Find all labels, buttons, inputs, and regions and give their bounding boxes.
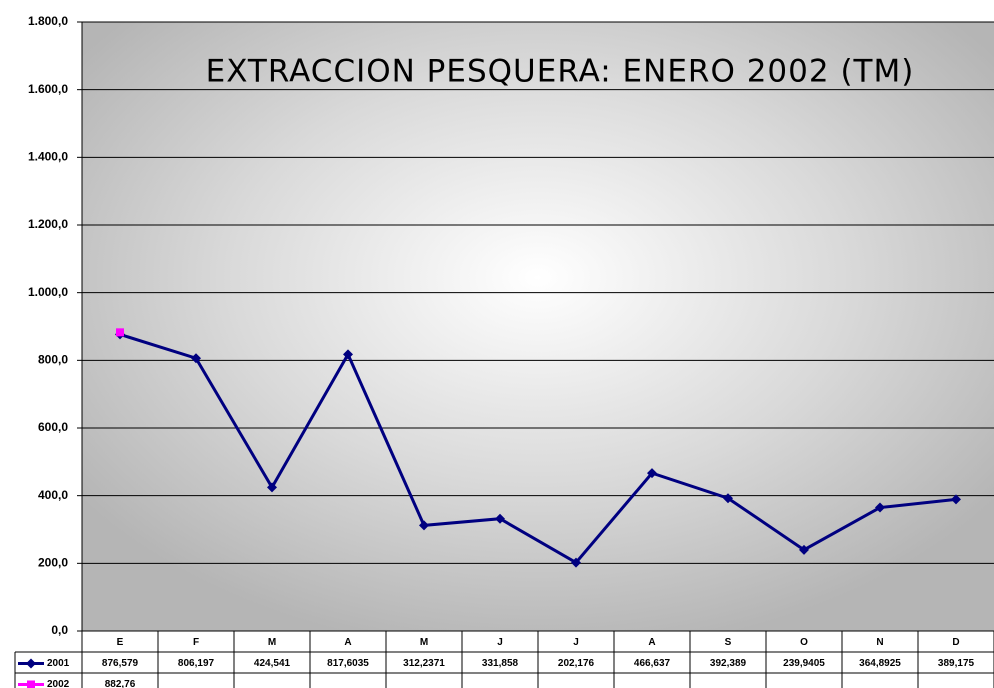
table-value: 817,6035 [327, 658, 369, 669]
marker [267, 482, 277, 493]
y-tick-label: 1.200,0 [28, 217, 68, 231]
x-tick-label: J [573, 637, 579, 648]
table-value: 312,2371 [403, 658, 445, 669]
table-value: 466,637 [634, 658, 671, 669]
marker [647, 468, 657, 479]
table-value: 876,579 [102, 658, 139, 669]
x-tick-label: F [193, 637, 199, 648]
y-tick-label: 200,0 [38, 556, 68, 570]
x-tick-label: O [800, 637, 808, 648]
marker [875, 502, 885, 513]
marker [27, 680, 35, 688]
y-tick-label: 1.400,0 [28, 150, 68, 164]
x-tick-label: A [344, 637, 351, 648]
table-value: 364,8925 [859, 658, 901, 669]
legend-label: 2001 [47, 658, 70, 669]
marker [799, 544, 809, 555]
y-tick-label: 1.600,0 [28, 82, 68, 96]
x-tick-label: M [268, 637, 276, 648]
marker [26, 658, 36, 669]
y-tick-label: 600,0 [38, 420, 68, 434]
x-tick-label: D [952, 637, 959, 648]
table-value: 882,76 [105, 679, 136, 688]
x-tick-label: J [497, 637, 503, 648]
table-value: 202,176 [558, 658, 595, 669]
y-tick-label: 0,0 [51, 623, 68, 637]
marker [343, 349, 353, 360]
marker [419, 520, 429, 531]
y-tick-label: 1.000,0 [28, 285, 68, 299]
y-tick-label: 800,0 [38, 353, 68, 367]
table-value: 392,389 [710, 658, 747, 669]
table-value: 239,9405 [783, 658, 825, 669]
marker [723, 493, 733, 504]
marker [191, 353, 201, 364]
legend-label: 2002 [47, 679, 70, 688]
table-value: 389,175 [938, 658, 975, 669]
marker [495, 513, 505, 524]
marker [951, 494, 961, 505]
x-tick-label: A [648, 637, 655, 648]
x-tick-label: N [876, 637, 883, 648]
series-line [119, 332, 957, 565]
chart-title: EXTRACCION PESQUERA: ENERO 2002 (TM) [206, 54, 915, 90]
table-value: 806,197 [178, 658, 215, 669]
table-value: 424,541 [254, 658, 291, 669]
y-tick-label: 1.800,0 [28, 14, 68, 28]
y-tick-label: 400,0 [38, 488, 68, 502]
marker [571, 557, 581, 568]
x-tick-label: E [117, 637, 124, 648]
x-tick-label: M [420, 637, 428, 648]
table-value: 331,858 [482, 658, 519, 669]
marker [116, 328, 124, 337]
x-tick-label: S [725, 637, 732, 648]
